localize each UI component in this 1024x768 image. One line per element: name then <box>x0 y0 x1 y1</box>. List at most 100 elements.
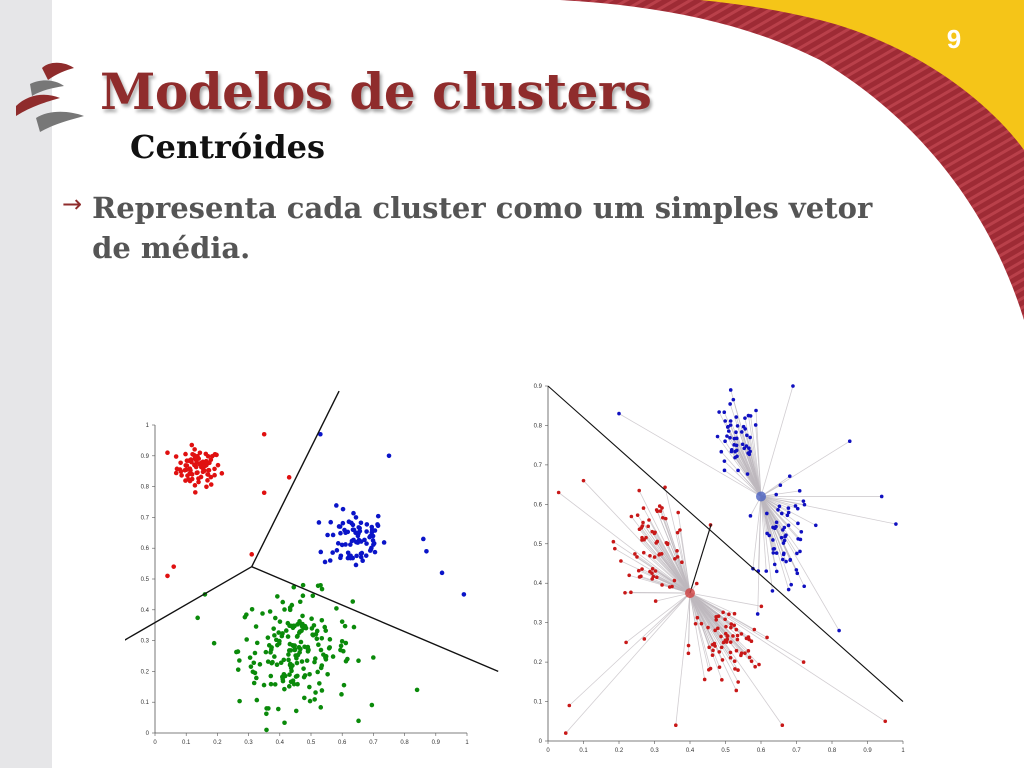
data-point <box>339 638 345 644</box>
data-point <box>721 610 725 615</box>
data-point <box>723 617 727 622</box>
y-tick-label: 0 <box>539 739 543 745</box>
centroid-ray <box>664 487 691 594</box>
data-point <box>205 454 211 459</box>
data-point <box>652 531 657 536</box>
x-tick-label: 0.7 <box>792 748 801 753</box>
data-point <box>349 520 354 526</box>
data-point <box>774 569 779 574</box>
data-point <box>286 652 291 657</box>
data-point <box>165 450 170 456</box>
data-point <box>183 463 189 468</box>
data-point <box>646 524 650 529</box>
data-point <box>244 612 249 617</box>
data-point <box>253 624 259 629</box>
cluster-boundary-line <box>547 385 904 702</box>
data-point <box>249 607 255 612</box>
x-tick-label: 0.8 <box>828 748 837 753</box>
data-point <box>244 637 249 642</box>
data-point <box>652 555 657 559</box>
data-point <box>732 623 737 628</box>
data-point <box>254 640 260 646</box>
data-point <box>345 656 350 662</box>
data-point <box>178 460 183 466</box>
data-point <box>695 615 700 620</box>
data-point <box>301 674 307 680</box>
centroid-ray <box>743 426 762 497</box>
data-point <box>310 593 316 599</box>
data-point <box>707 667 711 672</box>
data-point <box>654 541 659 545</box>
data-point <box>752 627 757 632</box>
data-point <box>711 648 715 653</box>
data-point <box>414 687 420 693</box>
y-tick-label: 0.5 <box>534 542 543 548</box>
data-point <box>330 532 336 538</box>
data-point <box>343 530 348 536</box>
data-point <box>720 678 724 682</box>
data-point <box>635 555 639 559</box>
data-point <box>187 458 193 464</box>
data-point <box>265 659 271 664</box>
data-point <box>206 467 212 473</box>
data-point <box>754 408 758 413</box>
y-tick-label: 0.4 <box>534 581 543 587</box>
data-point <box>338 530 343 536</box>
data-point <box>653 569 658 573</box>
data-point <box>776 507 780 512</box>
centroid-ray <box>724 460 762 497</box>
data-point <box>637 488 641 493</box>
data-point <box>271 626 276 631</box>
data-point <box>716 614 721 618</box>
data-point <box>286 475 292 480</box>
x-tick-label: 0.2 <box>615 748 624 753</box>
centroid-ray <box>675 593 691 726</box>
data-point <box>663 485 667 490</box>
data-point <box>211 640 217 646</box>
data-point <box>715 434 720 439</box>
y-tick-label: 0.9 <box>141 454 150 460</box>
data-point <box>312 656 318 661</box>
data-point <box>726 424 730 429</box>
centroid-ray <box>644 592 691 640</box>
data-point <box>795 506 800 511</box>
centroid-ray <box>717 436 762 497</box>
data-point <box>268 673 274 679</box>
cluster-boundary-line <box>123 566 253 642</box>
data-point <box>252 670 258 676</box>
data-point <box>728 435 732 440</box>
data-point <box>748 435 752 440</box>
data-point <box>799 529 804 534</box>
data-point <box>348 542 353 547</box>
data-point <box>883 719 888 724</box>
centroid-marker <box>756 491 766 502</box>
data-point <box>791 384 795 388</box>
data-point <box>358 554 364 560</box>
data-point <box>786 523 791 528</box>
data-point <box>648 569 652 574</box>
data-point <box>371 655 376 660</box>
data-point <box>300 613 305 619</box>
data-point <box>563 731 568 735</box>
data-point <box>299 628 304 634</box>
data-point <box>322 559 328 565</box>
data-point <box>340 506 346 512</box>
data-point <box>312 697 317 702</box>
data-point <box>285 620 291 626</box>
data-point <box>313 690 318 695</box>
data-point <box>192 447 197 452</box>
data-point <box>716 626 720 631</box>
data-point <box>293 708 299 714</box>
data-point <box>678 528 682 532</box>
y-tick-label: 0.5 <box>141 577 150 583</box>
y-tick-label: 1 <box>146 423 150 429</box>
data-point <box>318 431 323 437</box>
centroid-marker <box>685 588 695 599</box>
data-point <box>336 524 342 529</box>
centroid-ray <box>736 456 762 497</box>
data-point <box>319 635 325 641</box>
data-point <box>642 637 647 641</box>
data-point <box>693 621 698 626</box>
centroid-ray <box>718 411 762 497</box>
data-point <box>300 593 306 598</box>
